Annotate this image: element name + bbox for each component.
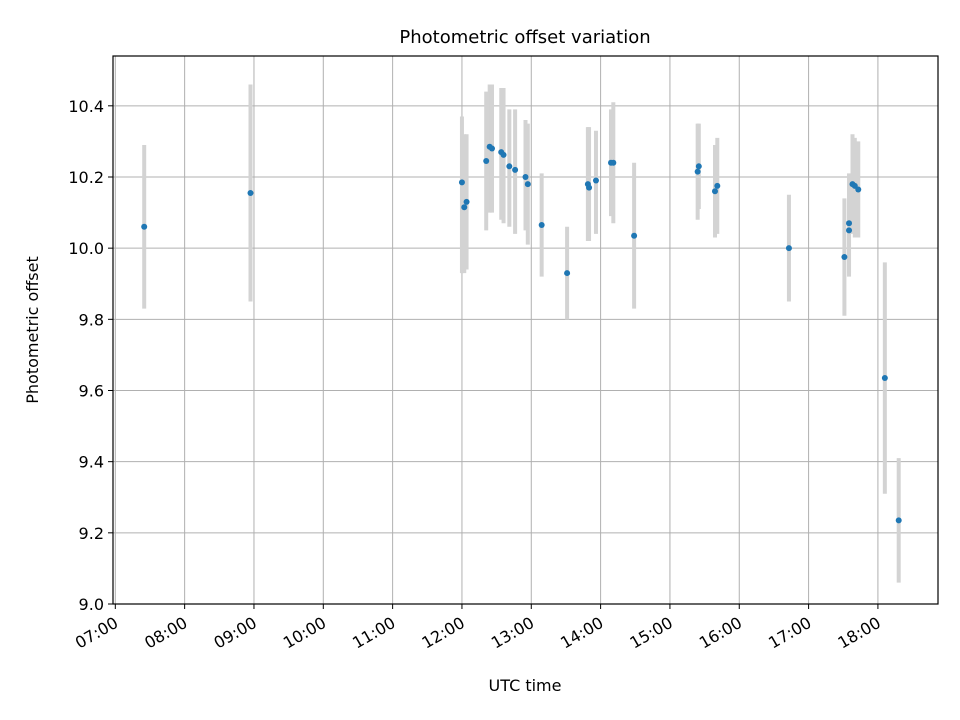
data-point (895, 517, 902, 524)
data-point (714, 182, 721, 189)
data-point (522, 173, 529, 180)
data-point (586, 184, 593, 191)
data-point (538, 222, 545, 229)
data-point (846, 220, 853, 227)
data-point (846, 227, 853, 234)
data-point (506, 163, 513, 170)
data-point (694, 168, 701, 175)
data-point (855, 186, 862, 193)
y-tick-label: 9.2 (79, 524, 104, 543)
data-point (488, 145, 495, 152)
data-point (247, 190, 254, 196)
data-point (461, 204, 468, 211)
chart-title: Photometric offset variation (399, 27, 650, 48)
data-point (463, 198, 470, 205)
data-point (458, 179, 465, 186)
y-tick-label: 10.4 (68, 97, 104, 116)
y-tick-label: 9.8 (79, 310, 104, 329)
y-tick-label: 9.4 (79, 453, 104, 472)
data-point (592, 177, 599, 184)
data-point (610, 159, 617, 166)
plot-frame (112, 55, 939, 605)
y-tick-label: 10.2 (68, 168, 104, 187)
data-point (631, 232, 638, 239)
data-point (881, 375, 888, 382)
y-tick-label: 9.6 (79, 381, 104, 400)
data-point (841, 254, 848, 261)
x-axis-label: UTC time (489, 676, 562, 695)
y-tick-label: 10.0 (68, 239, 104, 258)
data-point (564, 270, 571, 277)
data-point (785, 245, 792, 252)
data-point (483, 157, 490, 164)
data-point (141, 223, 148, 230)
y-axis: 9.0 9.2 9.4 9.6 9.8 10.0 10.2 10.4 (68, 97, 113, 614)
data-point (711, 188, 718, 195)
y-axis-label: Photometric offset (23, 256, 42, 404)
data-point (512, 166, 519, 173)
data-point (500, 151, 507, 158)
y-tick-label: 9.0 (79, 595, 104, 614)
data-point (524, 181, 531, 188)
data-points (141, 143, 902, 524)
data-point (695, 163, 702, 170)
